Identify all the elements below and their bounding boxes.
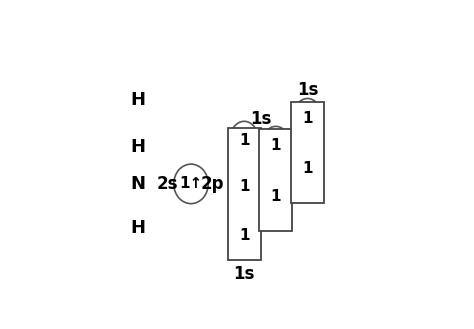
Text: 1↑: 1↑ [179,176,202,191]
Text: 1: 1 [239,179,249,194]
Text: 1: 1 [239,133,249,148]
Text: H: H [130,138,146,156]
Text: 2s: 2s [156,175,178,193]
Text: 1s: 1s [297,81,318,99]
FancyBboxPatch shape [291,102,324,203]
Text: 1s: 1s [250,110,271,128]
Text: N: N [130,175,146,193]
Text: 1: 1 [271,139,281,153]
Text: 2p: 2p [201,175,224,193]
Text: 1s: 1s [234,265,255,283]
Text: H: H [130,219,146,237]
Text: 1: 1 [302,111,313,125]
Text: 1: 1 [239,228,249,243]
FancyBboxPatch shape [228,128,261,260]
Text: 1: 1 [302,161,313,176]
Text: H: H [130,91,146,109]
FancyBboxPatch shape [259,129,292,231]
Text: 1: 1 [271,189,281,204]
